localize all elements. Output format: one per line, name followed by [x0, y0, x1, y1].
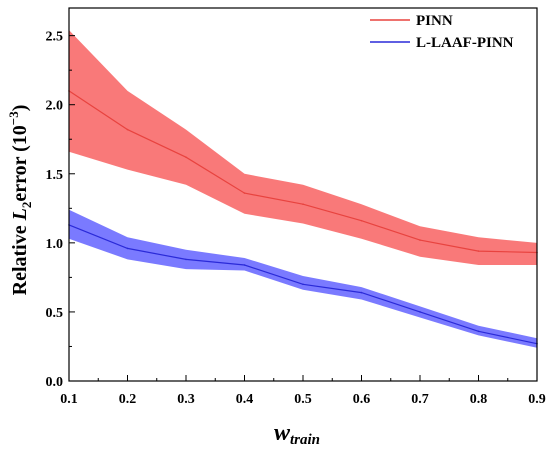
y-tick-label: 2.5: [46, 30, 64, 45]
series-lines: [68, 90, 538, 345]
point-pinn: [419, 239, 421, 241]
y-axis-label: Relative L2error (10−3): [6, 105, 34, 296]
y-axis-ticks: 0.0 0.5 1.0 1.5 2.0 2.5: [46, 30, 75, 390]
point-l-laaf-pinn: [360, 291, 363, 294]
x-tick-label: 0.4: [236, 392, 254, 407]
x-tick-label: 0.5: [294, 392, 312, 407]
point-l-laaf-pinn: [185, 258, 187, 261]
x-tick-label: 0.2: [119, 392, 137, 407]
y-tick-label: 0.5: [46, 306, 64, 321]
point-l-laaf-pinn: [477, 330, 480, 333]
point-l-laaf-pinn: [126, 247, 129, 250]
legend-label-pinn: PINN: [416, 13, 453, 29]
x-tick-label: 0.8: [470, 392, 488, 407]
x-axis-label: wtrain: [274, 420, 320, 448]
x-axis-ticks: 0.1 0.2 0.3 0.4 0.5 0.6 0.7 0.8 0.9: [60, 375, 546, 407]
band-l-laaf-pinn: [69, 209, 537, 348]
point-l-laaf-pinn: [243, 264, 246, 266]
y-tick-label: 2.0: [46, 99, 64, 114]
point-pinn: [302, 203, 304, 205]
x-tick-label: 0.6: [353, 392, 371, 407]
point-l-laaf-pinn: [302, 283, 304, 286]
point-pinn: [360, 219, 363, 222]
point-pinn: [477, 250, 480, 252]
point-pinn: [243, 192, 246, 194]
point-l-laaf-pinn: [419, 311, 421, 313]
legend-label-llaaf-pinn: L-LAAF-PINN: [416, 35, 514, 51]
point-pinn: [185, 156, 187, 158]
error-bands: [69, 30, 537, 348]
x-tick-label: 0.9: [528, 392, 546, 407]
point-pinn: [126, 128, 129, 131]
y-tick-label: 0.0: [46, 375, 64, 390]
y-tick-label: 1.0: [46, 237, 64, 252]
x-tick-label: 0.3: [177, 392, 195, 407]
y-tick-label: 1.5: [46, 168, 64, 183]
band-pinn: [69, 30, 537, 265]
legend: PINN L-LAAF-PINN: [370, 13, 514, 51]
x-tick-label: 0.1: [60, 392, 78, 407]
x-tick-label: 0.7: [411, 392, 429, 407]
